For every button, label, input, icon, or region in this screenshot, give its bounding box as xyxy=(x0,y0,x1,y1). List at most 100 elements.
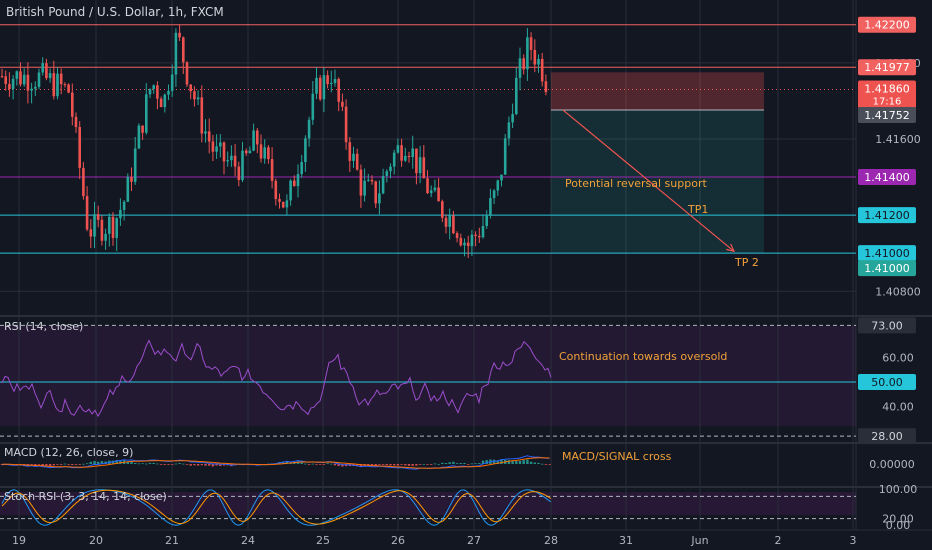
candle-120 xyxy=(444,214,448,234)
macd-hist-bar-82 xyxy=(304,463,307,465)
candle-94 xyxy=(348,136,352,172)
macd-hist-bar-25 xyxy=(93,461,96,464)
candle-body-97 xyxy=(359,169,363,196)
macd-hist-bar-49 xyxy=(182,463,185,465)
candle-body-134 xyxy=(496,180,500,191)
rsi-tag-73.00-text: 73.00 xyxy=(871,319,903,332)
macd-hist-bar-91 xyxy=(337,464,340,467)
candle-body-41 xyxy=(152,85,155,90)
candle-74 xyxy=(274,178,278,206)
macd-hist-bar-35 xyxy=(130,461,133,464)
macd-hist-bar-59 xyxy=(219,464,222,467)
stoch-title: Stoch RSI (3, 3, 14, 14, close) xyxy=(4,490,167,503)
candle-121 xyxy=(448,208,451,240)
candle-112 xyxy=(415,148,418,185)
candle-86 xyxy=(318,74,322,102)
candle-body-24 xyxy=(89,229,93,237)
candle-110 xyxy=(407,151,411,163)
candle-body-53 xyxy=(196,97,200,100)
candle-body-106 xyxy=(392,152,396,167)
candle-body-130 xyxy=(481,225,485,238)
candle-10 xyxy=(37,68,41,90)
price-axis[interactable]: 1.420001.416001.408001.422001.419771.414… xyxy=(858,16,921,532)
macd-hist-bar-97 xyxy=(359,464,363,467)
candle-body-75 xyxy=(278,198,281,202)
macd-hist-bar-44 xyxy=(163,464,166,465)
macd-hist-bar-60 xyxy=(222,464,226,466)
projection-arrow[interactable] xyxy=(562,109,736,253)
candle-body-38 xyxy=(141,125,144,133)
macd-hist-bar-140 xyxy=(518,460,522,464)
macd-hist-bar-90 xyxy=(333,464,337,466)
price-tag-1.42200-text: 1.42200 xyxy=(864,19,910,32)
candle-body-101 xyxy=(374,181,377,204)
time-axis[interactable]: 19 20 21 24 25 26 27 28 31 Jun 2 3 xyxy=(12,534,857,547)
candle-body-10 xyxy=(37,72,41,87)
candle-84 xyxy=(311,81,315,125)
annotation-macd: MACD/SIGNAL cross xyxy=(562,450,672,463)
candle-54 xyxy=(200,85,204,143)
stoch-d-line xyxy=(1,489,552,525)
candle-33 xyxy=(122,200,126,221)
macd-hist-bar-50 xyxy=(185,464,189,465)
candle-body-91 xyxy=(337,79,340,102)
candle-body-104 xyxy=(385,171,389,176)
candle-72 xyxy=(267,144,270,164)
candle-body-11 xyxy=(41,63,44,73)
candle-144 xyxy=(533,39,537,73)
candle-body-27 xyxy=(100,219,104,241)
candle-body-140 xyxy=(518,58,522,78)
candle-body-122 xyxy=(452,215,455,234)
macd-hist-bar-144 xyxy=(533,462,536,464)
macd-hist-bar-38 xyxy=(141,463,144,465)
candle-34 xyxy=(126,173,130,203)
candle-7 xyxy=(26,62,30,104)
candle-13 xyxy=(48,68,52,83)
macd-hist-bar-8 xyxy=(30,464,33,465)
macd-hist-bar-18 xyxy=(67,464,70,465)
candle-body-0 xyxy=(0,76,4,78)
time-tick-7: 28 xyxy=(544,534,558,547)
candle-body-84 xyxy=(311,93,315,120)
candle-65 xyxy=(241,141,244,183)
last-price-value: 1.41860 xyxy=(864,82,910,95)
candle-body-139 xyxy=(515,77,518,115)
macd-hist-bar-104 xyxy=(385,464,388,466)
candle-body-116 xyxy=(429,190,433,194)
macd-hist-bar-58 xyxy=(215,464,218,466)
candle-69 xyxy=(256,128,259,154)
candle-body-60 xyxy=(222,142,226,162)
annotation-rsi: Continuation towards oversold xyxy=(559,350,728,363)
candle-body-26 xyxy=(96,214,100,220)
candle-body-86 xyxy=(318,77,322,100)
candle-body-109 xyxy=(404,155,407,161)
candle-body-98 xyxy=(363,180,366,196)
macd-hist-bar-51 xyxy=(189,464,192,466)
macd-hist-bar-17 xyxy=(63,463,67,465)
short-position-box[interactable] xyxy=(551,72,764,254)
candle-body-35 xyxy=(130,176,133,182)
price-tag-1.41000-text: 1.41000 xyxy=(864,247,910,260)
candle-116 xyxy=(429,185,433,198)
rsi-tag-73.00: 73.00 xyxy=(858,317,916,334)
candle-body-93 xyxy=(344,106,348,143)
candle-body-78 xyxy=(289,180,292,201)
macd-hist-bar-111 xyxy=(411,464,414,466)
candle-body-72 xyxy=(267,147,270,160)
candle-87 xyxy=(322,67,326,113)
price-tag-1.41000: 1.41000 xyxy=(858,245,916,262)
macd-hist-bar-89 xyxy=(330,463,333,465)
candle-body-77 xyxy=(285,200,289,208)
candle-28 xyxy=(104,228,107,250)
candle-31 xyxy=(115,216,118,252)
horizontal-levels[interactable] xyxy=(0,24,856,254)
candle-body-32 xyxy=(119,209,122,219)
macd-hist-bar-101 xyxy=(374,464,377,466)
candle-body-50 xyxy=(185,62,189,85)
macd-hist-bar-141 xyxy=(522,460,525,464)
macd-hist-bar-15 xyxy=(56,464,59,465)
macd-hist-bar-100 xyxy=(370,464,374,466)
macd-hist-bar-113 xyxy=(418,464,422,465)
candle-2 xyxy=(8,72,11,97)
